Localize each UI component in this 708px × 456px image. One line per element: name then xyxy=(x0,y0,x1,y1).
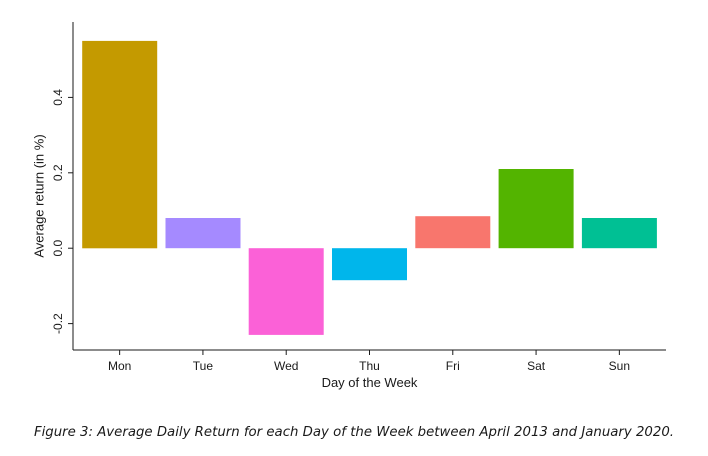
y-ticks-group: -0.2 0.0 0.2 0.4 xyxy=(51,89,73,334)
x-tick-label: Sun xyxy=(609,359,630,373)
y-tick-label: 0.2 xyxy=(51,164,65,181)
y-tick-label: -0.2 xyxy=(51,313,65,334)
bar-wed xyxy=(248,248,324,335)
bar-fri xyxy=(415,216,491,249)
x-axis-label: Day of the Week xyxy=(322,375,418,390)
x-tick-label: Mon xyxy=(108,359,131,373)
x-tick-label: Fri xyxy=(446,359,460,373)
x-tick-label: Thu xyxy=(359,359,380,373)
bar-tue xyxy=(165,218,241,249)
bar-thu xyxy=(332,248,407,281)
bar-sat xyxy=(498,169,574,249)
x-tick-label: Tue xyxy=(193,359,214,373)
bar-chart: -0.2 0.0 0.2 0.4 Mon Tue Wed Thu Fri Sat Sun Aver… xyxy=(31,22,666,390)
bar-mon xyxy=(82,40,158,249)
x-tick-label: Sat xyxy=(527,359,546,373)
figure-caption: Figure 3: Average Daily Return for each … xyxy=(33,425,675,440)
x-tick-label: Wed xyxy=(274,359,298,373)
bar-sun xyxy=(581,218,657,249)
bars-group xyxy=(82,40,657,335)
y-axis-label: Average return (in %) xyxy=(31,134,46,257)
y-tick-label: 0.4 xyxy=(51,89,65,106)
x-ticks-group: Mon Tue Wed Thu Fri Sat Sun xyxy=(108,350,630,373)
y-tick-label: 0.0 xyxy=(51,240,65,257)
